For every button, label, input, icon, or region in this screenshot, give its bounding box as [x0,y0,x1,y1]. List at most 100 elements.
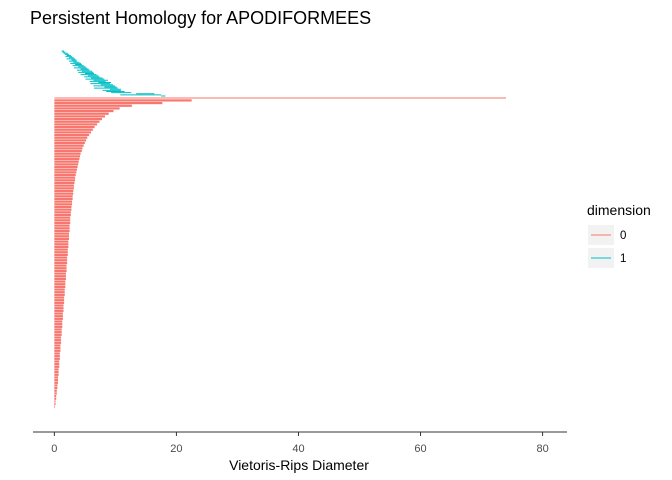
dim0-bar [54,328,62,331]
dim0-bar [54,141,85,145]
dim0-bar [54,355,60,358]
legend: dimension 0 1 [587,202,651,268]
dim0-bar [54,352,60,355]
dim0-bar [54,301,65,304]
dim0-bar [54,261,68,265]
dim0-bar [54,200,73,203]
dim0-bar [54,360,60,363]
dim0-bar [54,395,57,398]
dim0-bar [54,192,74,195]
dim0-bar [54,117,102,121]
dim0-bar [54,264,67,267]
dim0-bar [54,336,62,339]
dim0-bar [54,179,76,182]
dim0-bar [54,251,68,254]
dim0-bar [54,99,192,102]
dim0-bar [54,152,81,155]
dim0-bar [54,392,57,395]
dim0-bar [54,219,71,222]
dim0-bar [54,323,63,326]
dim0-bar [54,248,68,251]
dim0-bar [54,155,80,158]
dim0-bar [54,325,63,328]
dim0-bar [54,307,64,310]
dim0-bar [54,208,72,211]
dimension-0-bars [54,97,506,408]
dim0-bar [54,400,56,403]
dim0-bar [54,197,73,201]
dim0-bar [54,363,60,366]
dim0-bar [54,157,80,161]
dim0-bar [54,315,63,318]
dim0-bar [54,136,88,139]
dim0-bar [54,288,65,291]
dim0-bar [54,144,84,147]
dim0-bar [54,125,95,129]
x-tick-label: 40 [292,443,304,455]
dim0-bar [54,309,64,312]
dim0-bar [54,245,69,249]
dim0-bar [54,195,73,198]
dim0-bar [54,291,65,294]
dim0-bar [54,128,93,131]
dim0-bar [54,171,77,174]
dim0-bar [54,147,83,150]
dim0-bar [54,211,71,214]
dim0-bar [54,320,63,323]
dim0-bar [54,163,79,166]
dim0-bar [54,381,59,384]
dim0-bar [54,283,66,286]
dim0-bar [54,165,78,169]
x-axis-title: Vietoris-Rips Diameter [229,457,369,473]
dim0-bar [54,269,67,272]
dim0-bar [54,344,61,347]
dim0-bar [54,357,60,360]
dim0-bar [54,331,62,334]
dim0-bar [54,285,66,288]
dim0-bar [54,107,120,110]
dim0-bar [54,275,66,278]
dim0-bar [54,339,62,342]
dim0-bar [54,181,75,185]
dimension-1-bars [61,50,166,97]
dim0-bar [54,267,67,270]
dim0-bar [54,131,91,134]
dim0-bar [54,347,61,350]
dim0-bar [54,389,57,392]
dim0-bar [54,237,70,241]
dim0-bar [54,227,70,230]
x-tick-label: 20 [170,443,182,455]
dim0-bar [54,123,98,126]
dim0-bar [54,224,70,227]
dim0-bar [54,280,66,283]
dim0-bar [54,379,59,382]
dim0-bar [54,373,59,376]
x-tick-label: 60 [414,443,426,455]
dim0-bar [54,397,57,400]
dim0-bar [54,235,70,238]
dim0-bar [54,160,79,163]
dim0-bar [54,203,73,206]
dim0-bar [54,371,59,374]
dim0-bar [54,333,62,336]
dim0-bar [54,173,76,177]
dim0-bar [54,189,74,193]
dim0-bar [54,216,71,219]
x-tick-label: 0 [51,443,57,455]
dim0-bar [54,253,68,257]
dim0-bar [54,403,56,406]
dim0-bar [54,365,60,368]
dim0-bar [54,317,63,320]
dim0-bar [54,149,82,153]
dim0-bar [54,277,66,280]
dim0-bar [54,229,70,233]
dim0-bar [54,384,58,387]
legend-label-0: 0 [620,230,626,242]
dim0-bar [54,312,63,315]
dim0-bar [54,259,68,262]
dim0-bar [54,115,106,118]
dim0-bar [54,296,65,299]
dim0-bar [54,112,109,115]
chart-title: Persistent Homology for APODIFORMEES [30,8,371,28]
